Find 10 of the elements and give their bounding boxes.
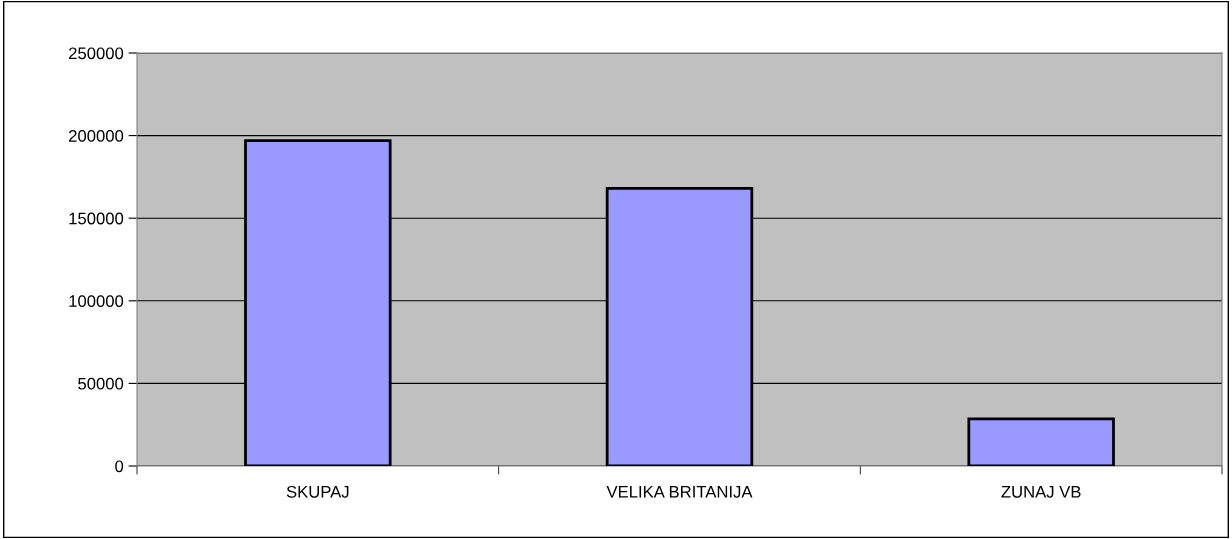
y-tick-label: 100000 xyxy=(69,295,124,307)
y-tick-label: 150000 xyxy=(69,212,124,225)
y-tick-label: 250000 xyxy=(69,47,124,60)
x-tick-label: SKUPAJ xyxy=(286,485,349,498)
x-tick-label: ZUNAJ VB xyxy=(1001,486,1081,498)
bar xyxy=(967,417,1115,466)
y-tick-label: 0 xyxy=(115,460,124,473)
y-tick-label: 50000 xyxy=(78,377,124,390)
y-tick-label: 200000 xyxy=(69,130,124,142)
x-tick-label: VELIKA BRITANIJA xyxy=(606,486,753,498)
